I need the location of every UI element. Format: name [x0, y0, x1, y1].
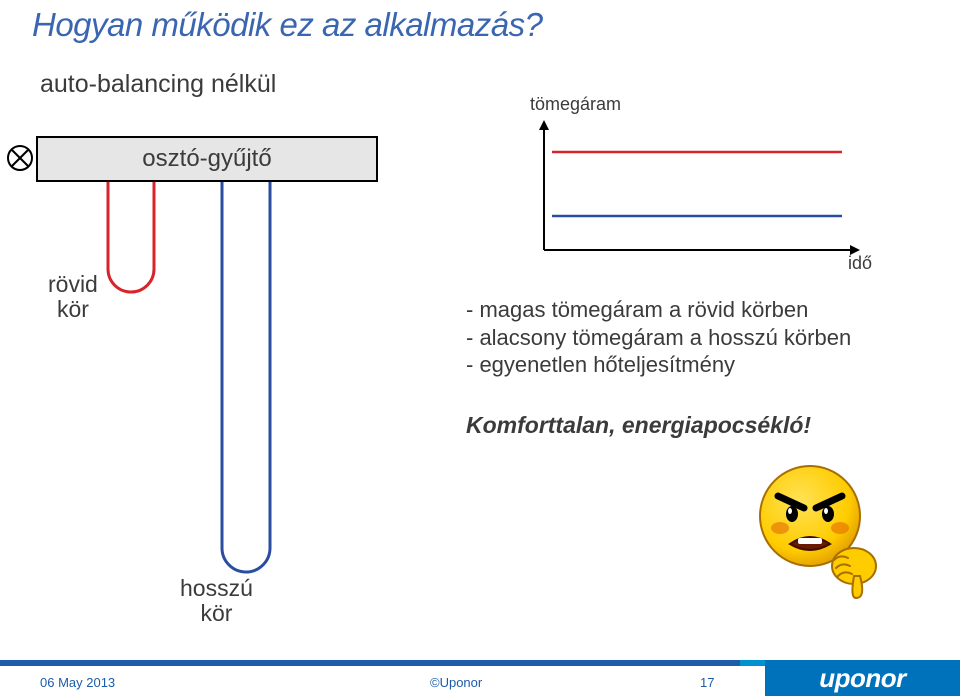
footer-copyright: ©Uponor	[430, 675, 482, 690]
long-loop	[222, 182, 270, 572]
flow-chart	[530, 120, 870, 268]
short-loop-label: rövid kör	[48, 272, 98, 323]
subtitle-text: auto-balancing nélkül	[40, 70, 276, 98]
footer: 06 May 2013 ©Uponor 17 uponor	[0, 656, 960, 696]
bullet-item: - alacsony tömegáram a hosszú körben	[466, 324, 851, 352]
subtitle: auto-balancing nélkül	[40, 70, 276, 99]
uponor-logo: uponor	[765, 660, 960, 696]
long-loop-label: hosszú kör	[180, 576, 253, 627]
bullet-list: - magas tömegáram a rövid körben - alacs…	[466, 296, 851, 379]
valve-icon	[4, 142, 36, 174]
page-title-text: Hogyan működik ez az alkalmazás?	[32, 6, 542, 43]
long-loop-label-line1: hosszú	[180, 575, 253, 601]
bullet-item: - egyenetlen hőteljesítmény	[466, 351, 851, 379]
long-loop-label-line2: kör	[200, 600, 232, 626]
page-title: Hogyan működik ez az alkalmazás?	[32, 6, 542, 44]
loops-diagram	[36, 182, 378, 592]
bullet-item: - magas tömegáram a rövid körben	[466, 296, 851, 324]
conclusion-text: Komforttalan, energiapocsékló!	[466, 412, 811, 439]
angry-emoji-icon	[740, 456, 890, 606]
short-loop-label-line1: rövid	[48, 271, 98, 297]
footer-stripe-seg	[0, 660, 740, 666]
chart-y-axis-label: tömegáram	[530, 94, 621, 115]
x-axis-arrow	[850, 245, 860, 255]
footer-page-number: 17	[700, 675, 714, 690]
manifold-label: osztó-gyűjtő	[142, 145, 271, 173]
short-loop	[108, 182, 154, 292]
footer-date: 06 May 2013	[40, 675, 115, 690]
manifold-box: osztó-gyűjtő	[36, 136, 378, 182]
y-axis-arrow	[539, 120, 549, 130]
short-loop-label-line2: kör	[57, 296, 89, 322]
